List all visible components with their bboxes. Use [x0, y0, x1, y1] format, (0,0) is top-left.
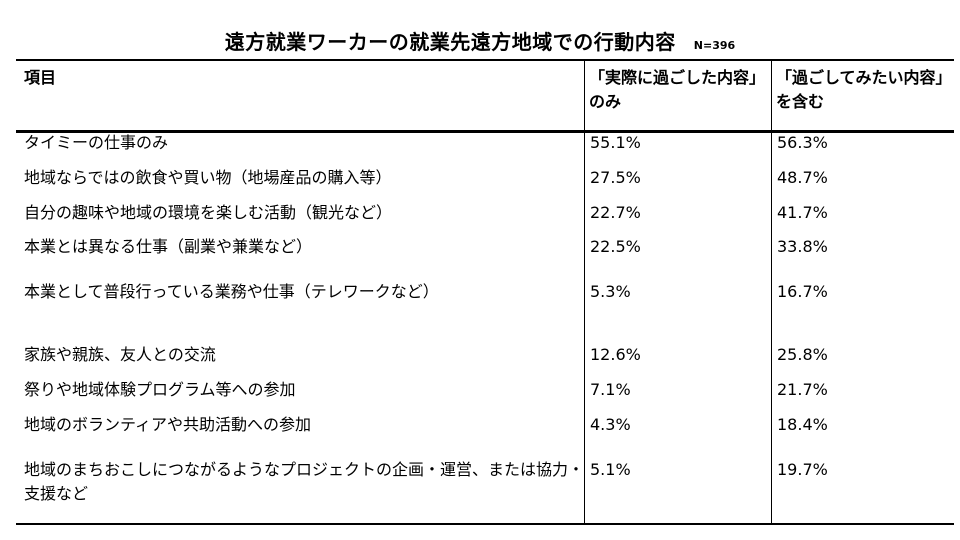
- row-wish-value: 48.7%: [777, 168, 828, 187]
- table-bottom-rule: [16, 523, 954, 525]
- row-label: 地域のまちおこしにつながるようなプロジェクトの企画・運営、または協力・支援など: [24, 460, 585, 503]
- row-wish-value: 33.8%: [777, 237, 828, 256]
- header-wish: 「過ごしてみたい内容」を含む: [776, 68, 944, 111]
- row-wish-value: 41.7%: [777, 203, 828, 222]
- row-actual-value: 55.1%: [590, 133, 641, 152]
- row-label: 本業として普段行っている業務や仕事（テレワークなど）: [24, 282, 439, 301]
- column-divider-2: [771, 61, 772, 523]
- row-label: 地域のボランティアや共助活動への参加: [24, 415, 312, 434]
- row-wish-value: 25.8%: [777, 345, 828, 364]
- row-label: タイミーの仕事のみ: [24, 133, 169, 152]
- row-wish-value: 16.7%: [777, 282, 828, 301]
- row-label: 本業とは異なる仕事（副業や兼業など）: [24, 237, 313, 256]
- row-wish-value: 18.4%: [777, 415, 828, 434]
- row-label: 祭りや地域体験プログラム等への参加: [24, 380, 296, 399]
- header-item: 項目: [24, 68, 57, 87]
- row-actual-value: 27.5%: [590, 168, 641, 187]
- row-wish-value: 21.7%: [777, 380, 828, 399]
- title-row: 遠方就業ワーカーの就業先遠方地域での行動内容 N=396: [0, 26, 960, 55]
- row-actual-value: 12.6%: [590, 345, 641, 364]
- row-wish-value: 19.7%: [777, 460, 828, 479]
- row-wish-value: 56.3%: [777, 133, 828, 152]
- row-actual-value: 4.3%: [590, 415, 631, 434]
- row-label: 自分の趣味や地域の環境を楽しむ活動（観光など）: [24, 203, 393, 222]
- row-label: 地域ならではの飲食や買い物（地場産品の購入等）: [24, 168, 392, 187]
- row-actual-value: 7.1%: [590, 380, 631, 399]
- row-actual-value: 5.3%: [590, 282, 631, 301]
- row-actual-value: 5.1%: [590, 460, 631, 479]
- table-top-rule: [16, 59, 954, 61]
- sample-size-label: N=396: [693, 39, 736, 52]
- row-actual-value: 22.7%: [590, 203, 641, 222]
- column-divider-1: [584, 61, 585, 523]
- row-label: 家族や親族、友人との交流: [24, 345, 216, 364]
- row-actual-value: 22.5%: [590, 237, 641, 256]
- header-actual: 「実際に過ごした内容」のみ: [589, 68, 766, 111]
- header-bottom-rule: [16, 130, 954, 133]
- page-title: 遠方就業ワーカーの就業先遠方地域での行動内容: [224, 30, 676, 54]
